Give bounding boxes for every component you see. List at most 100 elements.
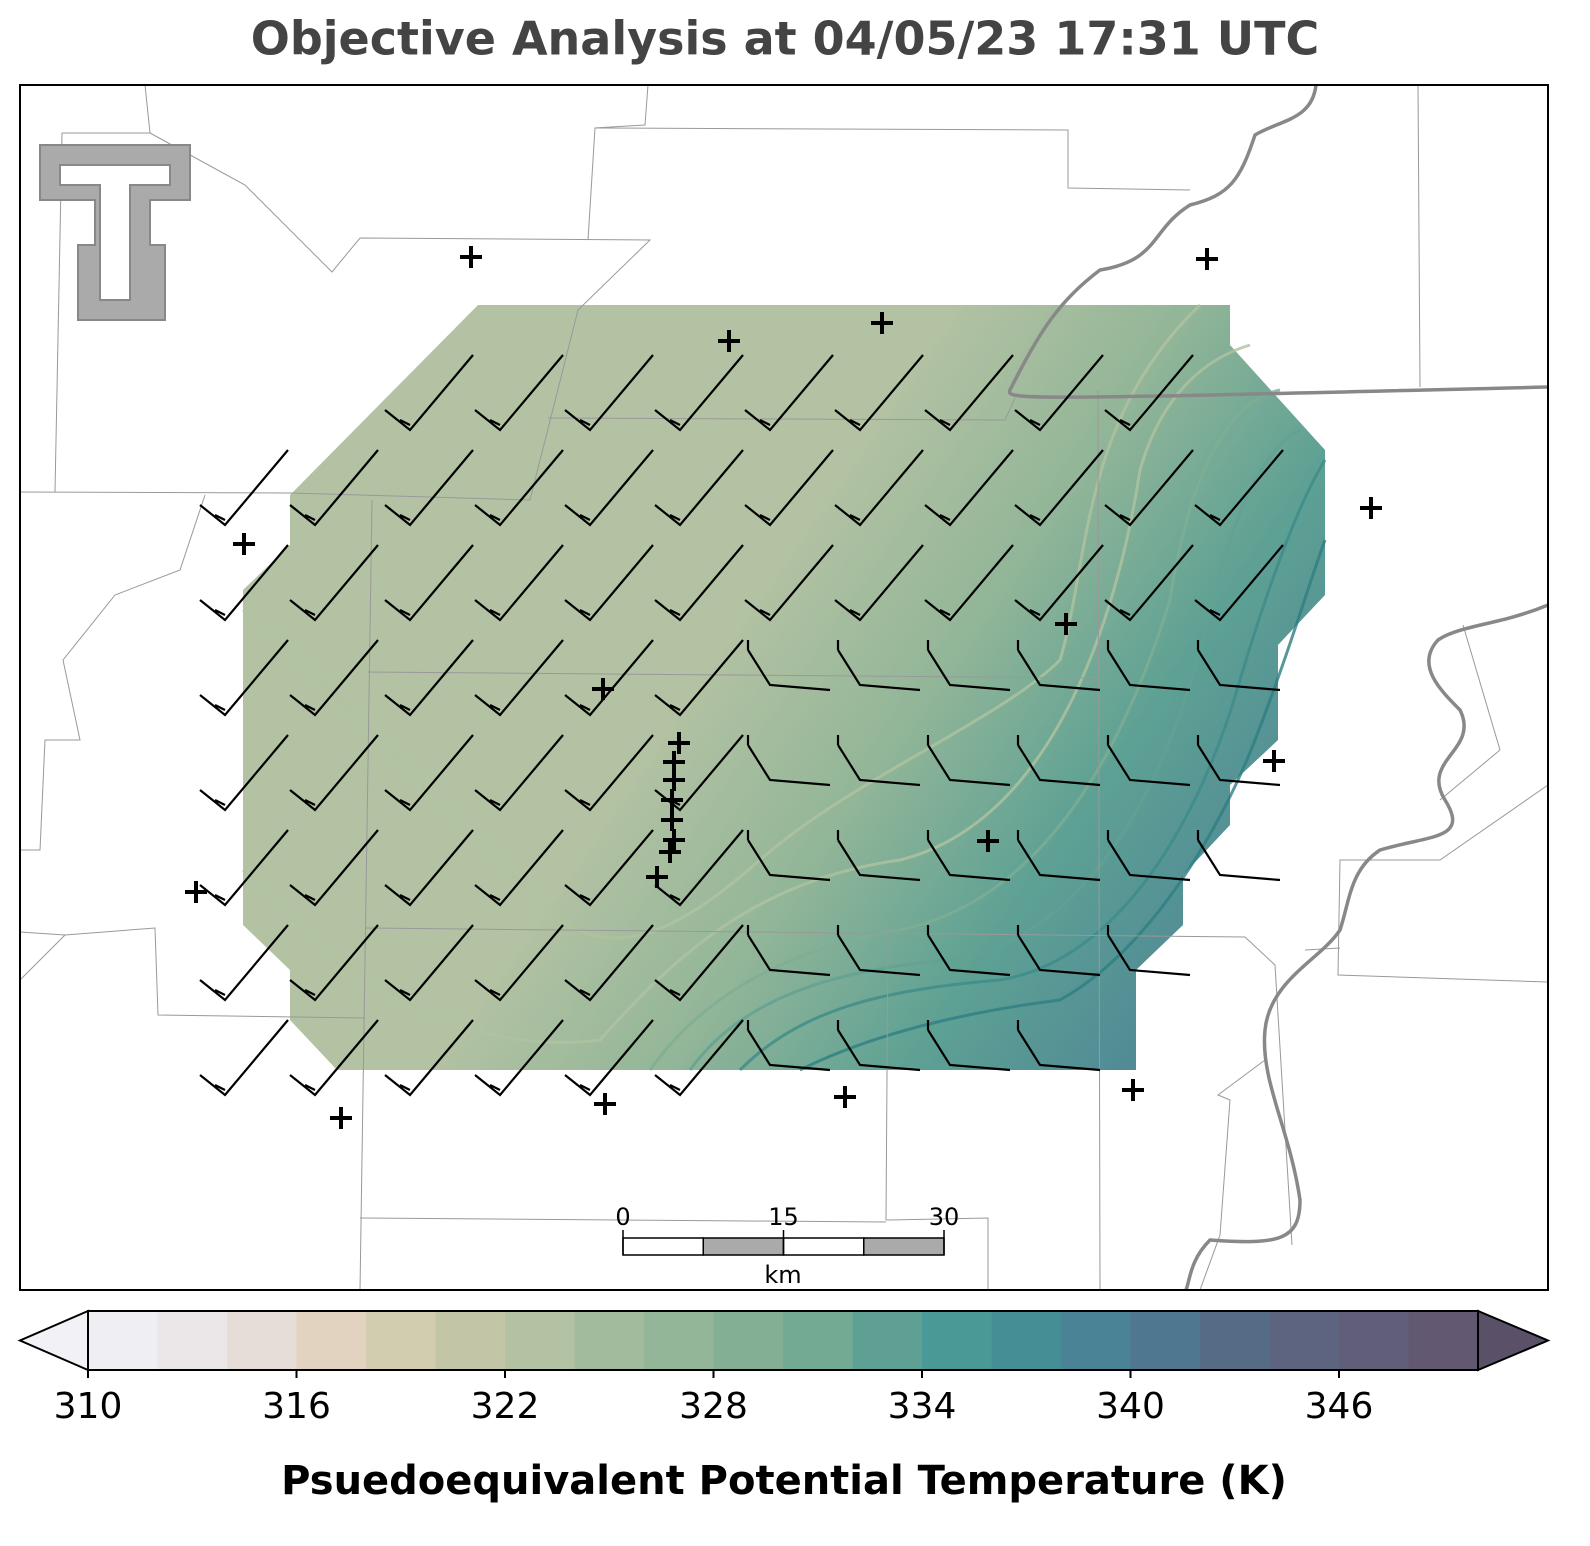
wind-barb (746, 640, 831, 692)
county-lines (19, 84, 1549, 1291)
colorbar-box (157, 1311, 228, 1370)
boundary (1417, 84, 1421, 388)
boundary (367, 671, 1099, 679)
colorbar-tick-label: 346 (1305, 1386, 1374, 1427)
colorbar-box (88, 1311, 158, 1370)
scale-unit: km (764, 1261, 801, 1289)
wind-barb (746, 1020, 831, 1072)
wind-barb (384, 734, 474, 812)
wind-barb (199, 829, 289, 907)
colorbar-box (1269, 1311, 1340, 1370)
contour (241, 343, 1251, 1045)
wind-barb (1106, 735, 1191, 787)
boundary (359, 499, 373, 1291)
station (871, 312, 893, 334)
wind-barb (564, 1019, 654, 1097)
station (661, 809, 683, 831)
wind-barb (1014, 544, 1104, 622)
wind-barb (654, 1019, 744, 1097)
boundary (364, 927, 1293, 1246)
station (1055, 613, 1077, 635)
wind-barb (1196, 830, 1281, 882)
boundary (594, 127, 1191, 191)
wind-barb (654, 354, 744, 432)
wind-barb (836, 1020, 921, 1072)
wind-barb (564, 639, 654, 717)
colorbar-box (644, 1311, 714, 1370)
wind-barb (199, 924, 289, 1002)
boundary (359, 1217, 887, 1223)
scale-tick-label: 15 (768, 1203, 799, 1231)
wind-barb (564, 354, 654, 432)
wind-barb (564, 734, 654, 812)
scale-tick-label: 0 (615, 1203, 630, 1231)
stations (185, 246, 1382, 1129)
wind-barb (834, 544, 924, 622)
wind-barb (564, 829, 654, 907)
colorbar-tick-label: 328 (679, 1386, 748, 1427)
colorbar-box (366, 1311, 436, 1370)
wind-barb (926, 1020, 1011, 1072)
colorbar-box (505, 1311, 575, 1370)
wind-barb (564, 924, 654, 1002)
wind-barb (926, 830, 1011, 882)
wind-barb (384, 1019, 474, 1097)
colorbar-box (435, 1311, 506, 1370)
wind-barb (836, 640, 921, 692)
station (1196, 248, 1218, 270)
contour (648, 388, 1281, 1071)
station (1122, 1079, 1144, 1101)
boundary (587, 84, 649, 241)
station (185, 881, 207, 903)
colorbar-box (1130, 1311, 1201, 1370)
wind-barb (924, 449, 1014, 527)
contours (241, 303, 1327, 1072)
station (460, 246, 482, 268)
map-frame (19, 84, 1549, 1291)
colorbar-box (227, 1311, 297, 1370)
wind-barb (654, 924, 744, 1002)
contour (738, 459, 1327, 1072)
wind-barb (926, 925, 1011, 977)
station (663, 829, 685, 851)
wind-barb (564, 449, 654, 527)
wind-barb (384, 354, 474, 432)
wind-barb (474, 924, 564, 1002)
colorbar-box (713, 1311, 784, 1370)
wind-barb (836, 735, 921, 787)
colorbar-box (922, 1311, 992, 1370)
wind-barb (1104, 354, 1194, 432)
wind-barb (474, 544, 564, 622)
colorbar-under (17, 1309, 89, 1372)
wind-barb (1016, 735, 1101, 787)
colorbar-over (1477, 1309, 1551, 1372)
colorbar-tick-label: 322 (471, 1386, 540, 1427)
colorbar-tick-label: 316 (262, 1386, 331, 1427)
boundary (1439, 624, 1501, 801)
wind-barb (289, 1019, 379, 1097)
boundary (547, 397, 1016, 421)
wind-barb (834, 449, 924, 527)
station (1263, 750, 1285, 772)
wind-barb (1014, 354, 1104, 432)
scale-segment (863, 1237, 945, 1256)
station (977, 830, 999, 852)
colorbar-tick-label: 340 (1096, 1386, 1165, 1427)
wind-barb (384, 924, 474, 1002)
wind-barb (289, 449, 379, 527)
colorbar-tick-label: 334 (888, 1386, 957, 1427)
wind-barb (1016, 1020, 1101, 1072)
wind-barb (474, 1019, 564, 1097)
station (233, 533, 255, 555)
contour (799, 539, 1327, 1072)
station (663, 769, 685, 791)
scale-segment (702, 1237, 785, 1256)
state-line (1184, 603, 1549, 1291)
boundary (885, 929, 989, 1290)
wind-barb (1016, 925, 1101, 977)
wind-barbs (199, 354, 1284, 1097)
wind-barb (1016, 640, 1101, 692)
scale-segment (782, 1237, 865, 1256)
